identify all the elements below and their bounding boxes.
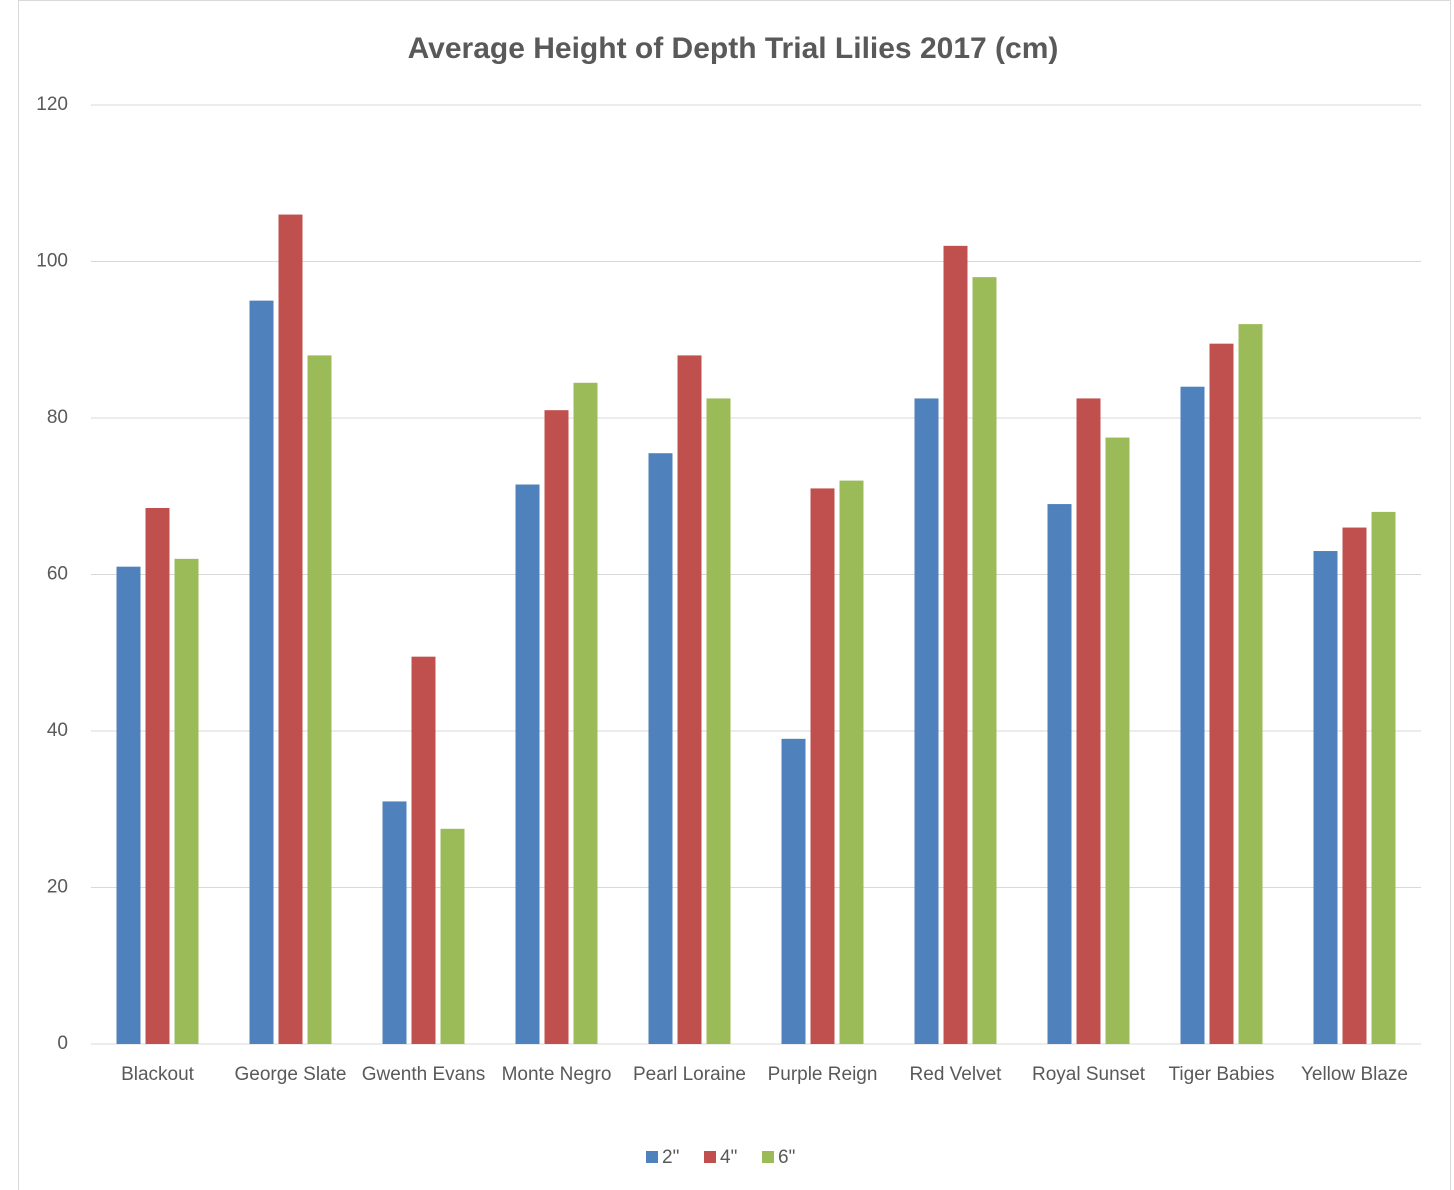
legend-label: 2" — [662, 1147, 679, 1168]
y-tick-label: 60 — [47, 564, 68, 585]
bar — [249, 300, 274, 1044]
legend-label: 6" — [778, 1147, 795, 1168]
bar — [1238, 324, 1263, 1045]
bar — [914, 398, 939, 1044]
bar — [145, 507, 170, 1044]
bar — [116, 566, 141, 1044]
bar — [174, 558, 199, 1044]
bar — [1076, 398, 1101, 1044]
bar — [1209, 343, 1234, 1045]
legend-swatch — [704, 1151, 716, 1163]
bar — [839, 480, 864, 1045]
y-tick-label: 80 — [47, 407, 68, 428]
x-tick-label: Royal Sunset — [1032, 1064, 1146, 1085]
x-tick-label: Gwenth Evans — [362, 1064, 486, 1085]
bar — [1313, 551, 1338, 1044]
x-tick-label: George Slate — [235, 1064, 347, 1085]
bar — [810, 488, 835, 1044]
y-tick-label: 0 — [57, 1033, 68, 1054]
bar — [648, 453, 673, 1044]
bar — [440, 828, 465, 1044]
x-tick-label: Tiger Babies — [1169, 1064, 1275, 1085]
bar — [573, 382, 598, 1045]
legend-swatch — [646, 1151, 658, 1163]
x-tick-label: Yellow Blaze — [1301, 1064, 1408, 1085]
bar — [1371, 511, 1396, 1044]
bar — [1180, 386, 1205, 1044]
x-tick-label: Red Velvet — [910, 1064, 1003, 1085]
chart-border — [18, 0, 1451, 1190]
y-tick-label: 20 — [47, 877, 68, 898]
bar — [1047, 504, 1072, 1044]
x-tick-label: Blackout — [121, 1064, 195, 1085]
x-tick-label: Pearl Loraine — [633, 1064, 746, 1085]
bar — [544, 410, 569, 1044]
y-tick-label: 40 — [47, 720, 68, 741]
y-tick-label: 120 — [36, 94, 68, 115]
bar — [307, 355, 332, 1044]
bar — [781, 738, 806, 1044]
legend-swatch — [762, 1151, 774, 1163]
y-tick-label: 100 — [36, 251, 68, 272]
bar — [677, 355, 702, 1044]
bar — [278, 214, 303, 1045]
bar — [943, 245, 968, 1045]
bar — [1342, 527, 1367, 1044]
bar — [382, 801, 407, 1044]
x-tick-label: Monte Negro — [502, 1064, 612, 1085]
bar — [706, 398, 731, 1044]
bar — [972, 277, 997, 1044]
bar — [1105, 437, 1130, 1044]
x-tick-label: Purple Reign — [768, 1064, 878, 1085]
legend-label: 4" — [720, 1147, 737, 1168]
bar — [515, 484, 540, 1044]
bar — [411, 656, 436, 1044]
chart-title: Average Height of Depth Trial Lilies 201… — [408, 32, 1059, 65]
